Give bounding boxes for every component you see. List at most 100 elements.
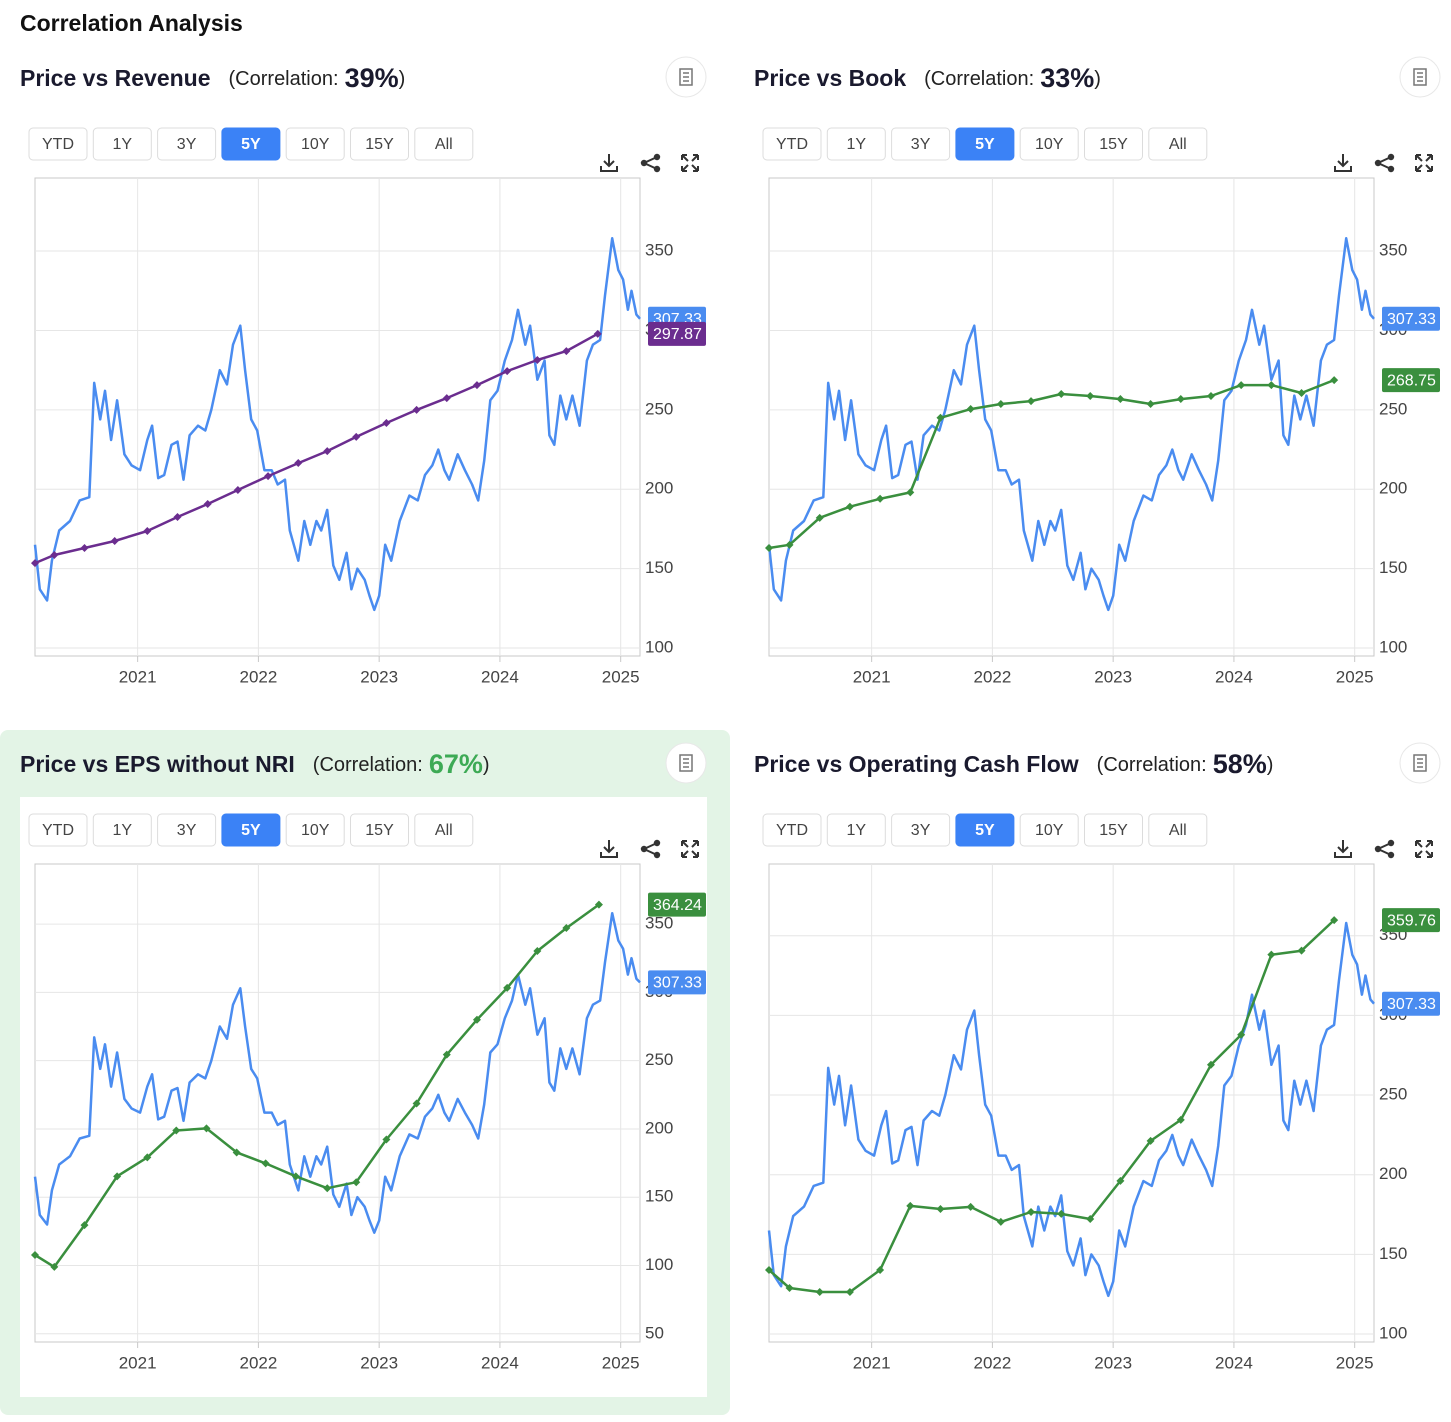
range-button-label[interactable]: All [435,822,453,839]
point-marker [996,399,1005,408]
point-marker [203,500,212,509]
range-button[interactable] [826,127,886,161]
range-button-label[interactable]: YTD [776,136,808,153]
range-button-label[interactable]: 15Y [1099,822,1128,839]
download-icon[interactable] [1334,840,1352,858]
point-marker [966,405,975,414]
range-button-label[interactable]: 3Y [177,136,197,153]
range-button[interactable] [1148,127,1208,161]
range-button-label[interactable]: All [1169,136,1187,153]
x-tick-label: 2025 [602,1353,640,1372]
range-button[interactable] [1019,127,1079,161]
point-marker [233,486,242,495]
range-button-label[interactable]: 3Y [911,822,931,839]
range-button-label[interactable]: 10Y [1035,136,1064,153]
range-button[interactable] [955,813,1015,847]
last-value-label: 307.33 [1387,311,1436,328]
range-button[interactable] [92,813,152,847]
range-button-label[interactable]: 15Y [365,822,394,839]
range-button[interactable] [157,813,217,847]
x-tick-label: 2022 [973,1353,1011,1372]
point-marker [1116,1176,1125,1185]
range-button[interactable] [1148,813,1208,847]
correlation-suffix: ) [1094,68,1101,90]
point-marker [31,559,39,568]
correlation-suffix: ) [483,754,490,776]
x-tick-label: 2021 [119,667,157,686]
range-button[interactable] [28,127,88,161]
range-button-label[interactable]: YTD [776,822,808,839]
correlation-value: 33% [1040,63,1094,93]
series-line [768,919,1335,1294]
download-icon[interactable] [1334,154,1352,172]
range-button[interactable] [221,127,281,161]
range-button[interactable] [285,813,345,847]
point-marker [1057,389,1066,398]
range-button-label[interactable]: All [1169,822,1187,839]
range-button-label[interactable]: 5Y [975,136,995,153]
range-button-label[interactable]: 1Y [847,822,867,839]
range-button-label[interactable]: 5Y [975,822,995,839]
point-marker [1176,1115,1185,1124]
range-button[interactable] [285,127,345,161]
range-button[interactable] [350,813,409,847]
range-button[interactable] [92,127,152,161]
x-tick-label: 2022 [239,667,277,686]
range-button[interactable] [221,813,281,847]
correlation-value: 67% [429,749,483,779]
range-button[interactable] [1019,813,1079,847]
range-button[interactable] [28,813,88,847]
range-button[interactable] [826,813,886,847]
range-button-label[interactable]: 10Y [301,136,330,153]
range-button-label[interactable]: 15Y [365,136,394,153]
point-marker [936,413,945,422]
range-button[interactable] [891,127,951,161]
point-marker [765,1265,773,1274]
range-button-label[interactable]: 1Y [113,822,133,839]
range-button[interactable] [350,127,409,161]
range-button-label[interactable]: 10Y [1035,822,1064,839]
range-button[interactable] [1084,127,1143,161]
x-tick-label: 2021 [853,667,891,686]
range-button[interactable] [762,813,822,847]
point-marker [264,472,273,481]
download-icon[interactable] [600,154,618,172]
correlation-suffix: ) [1267,754,1274,776]
range-button-label[interactable]: 5Y [241,136,261,153]
fullscreen-icon[interactable] [681,840,699,858]
last-value-badge [1382,306,1440,331]
point-marker [876,1265,885,1274]
fullscreen-icon[interactable] [681,154,699,172]
download-icon[interactable] [600,840,618,858]
range-button[interactable] [1084,813,1143,847]
range-button[interactable] [762,127,822,161]
range-button[interactable] [891,813,951,847]
y-tick-label: 150 [645,1187,673,1206]
fullscreen-icon[interactable] [1415,840,1433,858]
fullscreen-icon[interactable] [1415,154,1433,172]
chart-panel: Price vs Revenue (Correlation: 39%) YTD 1Y 3Y… [20,56,707,686]
range-button-label[interactable]: All [435,136,453,153]
point-marker [533,355,542,364]
range-button[interactable] [414,813,474,847]
y-tick-label: 250 [645,399,673,418]
correlation-value: 39% [345,63,399,93]
range-button[interactable] [157,127,217,161]
range-button-label[interactable]: 3Y [177,822,197,839]
share-icon-dot [653,153,661,161]
range-button-label[interactable]: YTD [42,822,74,839]
range-button-label[interactable]: YTD [42,136,74,153]
range-button-label[interactable]: 1Y [847,136,867,153]
range-button-label[interactable]: 3Y [911,136,931,153]
point-marker [503,983,512,992]
range-button[interactable] [955,127,1015,161]
x-tick-label: 2022 [973,667,1011,686]
chart-title: Price vs Revenue (Correlation: 39%) [20,63,405,93]
range-button-label[interactable]: 10Y [301,822,330,839]
range-button-label[interactable]: 15Y [1099,136,1128,153]
range-button-label[interactable]: 1Y [113,136,133,153]
chart-title-text: Price vs Revenue [20,65,211,91]
range-button[interactable] [414,127,474,161]
range-button-label[interactable]: 5Y [241,822,261,839]
